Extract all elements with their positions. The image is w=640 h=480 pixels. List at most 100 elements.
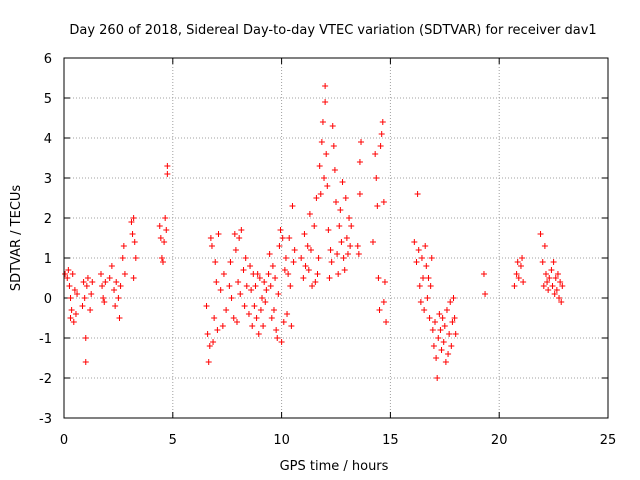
data-point	[346, 215, 353, 221]
data-point	[380, 199, 387, 205]
data-point	[418, 255, 425, 261]
data-point	[537, 231, 544, 237]
data-point	[377, 143, 384, 149]
data-point	[245, 311, 252, 317]
data-point	[262, 299, 269, 305]
data-point	[307, 247, 314, 253]
data-point	[131, 239, 138, 245]
data-point	[249, 323, 256, 329]
data-point	[217, 287, 224, 293]
data-point	[285, 271, 292, 277]
data-point	[266, 251, 273, 257]
data-point	[286, 235, 293, 241]
x-tick-label: 10	[273, 433, 290, 448]
data-point	[243, 283, 250, 289]
data-point	[423, 263, 430, 269]
data-point	[163, 227, 170, 233]
data-point	[550, 259, 557, 265]
data-point	[373, 175, 380, 181]
data-point	[380, 299, 387, 305]
data-point	[223, 307, 230, 313]
data-point	[251, 303, 258, 309]
x-tick-label: 5	[169, 433, 177, 448]
data-point	[70, 319, 77, 325]
data-point	[430, 343, 437, 349]
data-point	[265, 271, 272, 277]
data-point	[100, 295, 107, 301]
data-point	[326, 275, 333, 281]
data-point	[314, 271, 321, 277]
chart-title: Day 260 of 2018, Sidereal Day-to-day VTE…	[69, 23, 596, 38]
data-point	[230, 315, 237, 321]
data-point	[130, 215, 137, 221]
data-point	[160, 259, 167, 265]
data-point	[337, 207, 344, 213]
data-point	[65, 267, 72, 273]
y-tick-label: 5	[44, 92, 52, 107]
data-point	[270, 307, 277, 313]
data-point	[119, 255, 126, 261]
data-point	[269, 263, 276, 269]
data-point	[319, 119, 326, 125]
data-point	[517, 263, 524, 269]
data-point	[434, 375, 441, 381]
data-point	[306, 211, 313, 217]
data-point	[450, 295, 457, 301]
data-point	[72, 311, 79, 317]
data-point	[330, 143, 337, 149]
data-point	[301, 231, 308, 237]
data-point	[112, 303, 119, 309]
data-point	[442, 359, 449, 365]
data-point	[452, 331, 459, 337]
data-point	[66, 283, 73, 289]
grid-lines	[64, 58, 608, 418]
data-point	[232, 247, 239, 253]
data-point	[440, 339, 447, 345]
data-point	[300, 275, 307, 281]
data-point	[287, 283, 294, 289]
data-point	[343, 235, 350, 241]
data-point	[426, 315, 433, 321]
data-point	[97, 271, 104, 277]
data-point	[233, 319, 240, 325]
data-point	[411, 239, 418, 245]
data-point	[378, 131, 385, 137]
data-point	[331, 167, 338, 173]
y-tick-label: 0	[44, 292, 52, 307]
data-point	[348, 223, 355, 229]
data-point	[82, 359, 89, 365]
data-point	[323, 151, 330, 157]
data-point	[106, 275, 113, 281]
data-point	[164, 171, 171, 177]
data-point	[68, 307, 75, 313]
data-point	[281, 267, 288, 273]
data-point	[267, 283, 274, 289]
data-point	[336, 223, 343, 229]
data-point	[435, 335, 442, 341]
data-point	[121, 271, 128, 277]
data-point	[235, 279, 242, 285]
data-point	[447, 299, 454, 305]
data-point	[108, 263, 115, 269]
y-tick-label: 6	[44, 52, 52, 67]
data-point	[215, 231, 222, 237]
data-point	[548, 267, 555, 273]
data-point	[556, 295, 563, 301]
data-point	[519, 255, 526, 261]
data-point	[356, 191, 363, 197]
data-point	[316, 163, 323, 169]
data-point	[69, 271, 76, 277]
data-point	[259, 295, 266, 301]
data-point	[437, 327, 444, 333]
data-point	[130, 275, 137, 281]
data-point	[273, 327, 280, 333]
data-point	[210, 339, 217, 345]
data-point	[315, 255, 322, 261]
data-point	[443, 307, 450, 313]
data-point	[417, 299, 424, 305]
data-point	[298, 255, 305, 261]
data-point	[421, 307, 428, 313]
data-point	[226, 283, 233, 289]
y-tick-label: -1	[39, 332, 52, 347]
data-point	[82, 335, 89, 341]
